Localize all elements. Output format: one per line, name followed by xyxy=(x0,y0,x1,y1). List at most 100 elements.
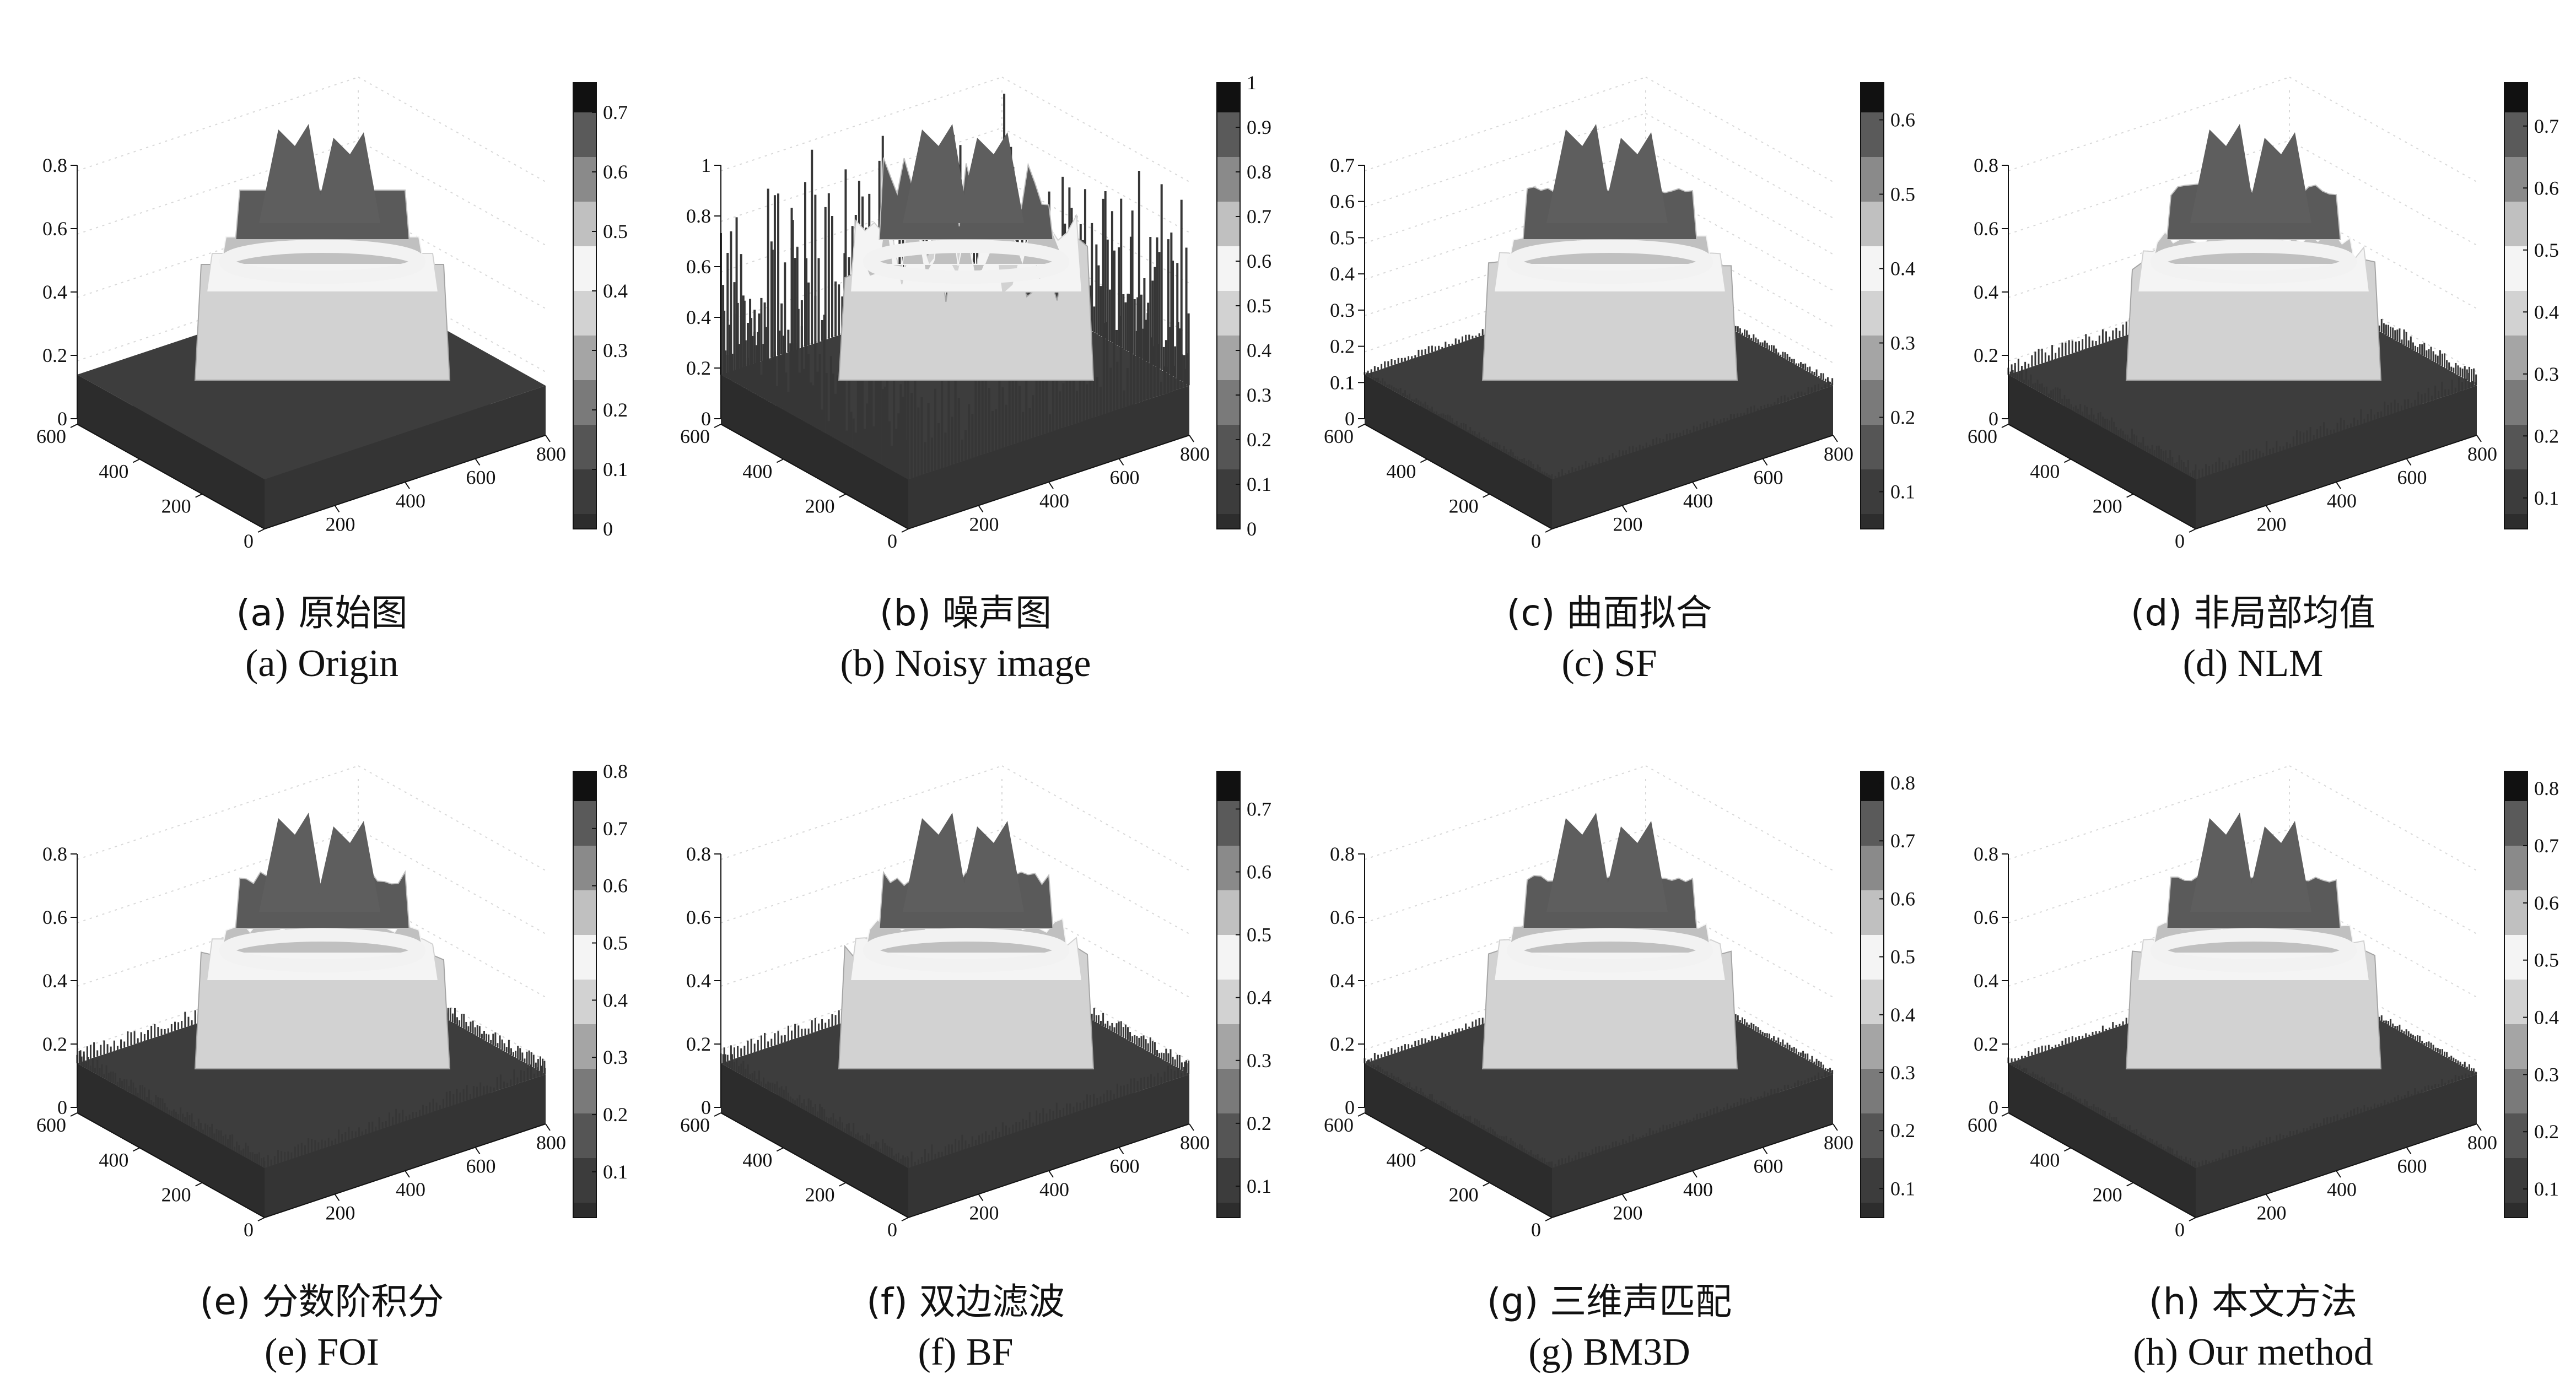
y-tick-label: 400 xyxy=(99,460,128,482)
colorbar-tick-label: 0.8 xyxy=(1247,161,1271,183)
colorbar-tick-label: 0.6 xyxy=(2534,892,2559,914)
colorbar-tick-label: 0.9 xyxy=(1247,116,1271,138)
colorbar-tick-label: 0.7 xyxy=(1247,206,1271,228)
z-tick-label: 0.4 xyxy=(686,970,711,992)
z-tick-label: 0.8 xyxy=(686,843,711,865)
y-axis-ticks: 0 200 400 600 xyxy=(36,424,265,551)
plot-panel-e: 0 0.2 0.4 0.6 0.8 0 200 400 600 200 400 600 800 0.1 0.… xyxy=(0,689,644,1377)
colorbar: 0 0.1 0.2 0.3 0.4 0.5 0.6 0.7 0.8 0.9 1 xyxy=(1216,72,1271,540)
y-tick-label: 0 xyxy=(887,530,897,551)
y-axis-ticks: 0 200 400 600 xyxy=(1324,424,1553,551)
z-tick-label: 0.6 xyxy=(686,906,711,928)
colorbar-tick-label: 0.1 xyxy=(1890,1177,1915,1199)
colorbar-tick-label: 0.1 xyxy=(1890,481,1915,503)
colorbar-tick-label: 0.5 xyxy=(603,932,628,954)
surface-peak xyxy=(2125,813,2382,1069)
surface-peak xyxy=(194,124,451,381)
plot-panel-h: 0 0.2 0.4 0.6 0.8 0 200 400 600 200 400 600 800 0.1 0.… xyxy=(1931,689,2575,1377)
colorbar-tick-label: 0.4 xyxy=(1890,258,1915,280)
z-axis-ticks: 0 0.2 0.4 0.6 0.8 xyxy=(42,154,77,430)
z-tick-label: 0.6 xyxy=(1974,906,1998,928)
caption-en-c: (c) SF xyxy=(1561,642,1657,685)
z-tick-label: 0.8 xyxy=(1330,843,1355,865)
colorbar-tick-label: 0.6 xyxy=(2534,177,2559,199)
surface-plot-b: 0 0.2 0.4 0.6 0.8 1 0 200 400 600 200 400 600 800 0 0.1… xyxy=(680,72,1271,551)
surface-peak xyxy=(1481,813,1738,1069)
z-tick-label: 0 xyxy=(1988,1096,1998,1118)
z-tick-label: 0 xyxy=(1988,408,1998,430)
surface-plot-f: 00.20.40.60.802004006002004006008000.10.… xyxy=(680,765,1271,1240)
x-tick-label: 600 xyxy=(466,1155,496,1177)
colorbar-tick-label: 0.4 xyxy=(603,280,628,302)
colorbar-tick-label: 0.2 xyxy=(1247,429,1271,451)
y-axis-ticks: 0 200 400 600 xyxy=(1968,424,2196,551)
caption-cn-a: (a) 原始图 xyxy=(236,592,408,634)
colorbar-tick-label: 0.1 xyxy=(603,1161,628,1183)
x-axis-ticks: 200 400 600 800 xyxy=(1613,435,1853,536)
x-axis-ticks: 200 400 600 800 xyxy=(326,435,566,536)
caption-en-f: (f) BF xyxy=(918,1331,1014,1373)
colorbar-tick-label: 0.5 xyxy=(603,220,628,242)
colorbar-tick-label: 0.1 xyxy=(2534,1178,2559,1200)
caption-en-a: (a) Origin xyxy=(245,642,398,685)
x-tick-label: 800 xyxy=(1180,1132,1210,1154)
y-axis-ticks: 0 200 400 600 xyxy=(36,1112,265,1240)
z-tick-label: 0.8 xyxy=(42,154,67,176)
x-tick-label: 600 xyxy=(1754,1155,1783,1177)
colorbar-tick-label: 0.7 xyxy=(2534,115,2559,137)
colorbar-tick-label: 0.3 xyxy=(1247,1050,1271,1072)
x-tick-label: 800 xyxy=(2467,1132,2497,1154)
z-tick-label: 0.6 xyxy=(686,256,711,278)
colorbar-tick-label: 0.1 xyxy=(2534,487,2559,509)
plot-panel-d: 0 0.2 0.4 0.6 0.8 0 200 400 600 200 400 600 800 0.1 0.… xyxy=(1931,0,2575,689)
z-tick-label: 0.4 xyxy=(42,970,67,992)
y-axis-ticks: 0 200 400 600 xyxy=(680,1112,909,1240)
z-tick-label: 0.8 xyxy=(686,205,711,227)
y-tick-label: 0 xyxy=(2175,1219,2185,1240)
surface-plot-g: 00.20.40.60.802004006002004006008000.10.… xyxy=(1324,765,1915,1240)
colorbar-tick-label: 0.4 xyxy=(1247,987,1271,1009)
colorbar-tick-label: 0.4 xyxy=(1247,339,1271,361)
x-tick-label: 600 xyxy=(1110,467,1140,489)
colorbar-tick-label: 0.2 xyxy=(1890,407,1915,429)
colorbar-tick-label: 0.2 xyxy=(2534,425,2559,447)
x-tick-label: 200 xyxy=(2257,513,2287,536)
y-tick-label: 200 xyxy=(2093,495,2122,517)
z-tick-label: 0.2 xyxy=(686,1033,711,1055)
z-axis-ticks: 0 0.2 0.4 0.6 0.8 1 xyxy=(686,154,721,430)
x-axis-ticks: 200 400 600 800 xyxy=(969,435,1210,536)
z-axis-ticks: 0 0.2 0.4 0.6 0.8 xyxy=(1330,843,1365,1118)
x-tick-label: 400 xyxy=(1039,1178,1069,1200)
colorbar-tick-label: 0.2 xyxy=(603,1104,628,1126)
x-tick-label: 200 xyxy=(2257,1202,2287,1224)
caption-en-e: (e) FOI xyxy=(265,1331,379,1373)
caption-cn-f: (f) 双边滤波 xyxy=(866,1280,1065,1323)
colorbar-tick-label: 0.6 xyxy=(603,875,628,897)
z-axis-ticks: 0 0.1 0.2 0.3 0.4 0.5 0.6 0.7 xyxy=(1330,154,1365,430)
y-tick-label: 400 xyxy=(2030,1149,2060,1171)
colorbar-tick-label: 0.4 xyxy=(2534,301,2559,323)
colorbar-tick-label: 0.7 xyxy=(603,101,628,123)
y-tick-label: 600 xyxy=(36,1114,66,1136)
caption-cn-c: (c) 曲面拟合 xyxy=(1506,592,1712,634)
x-tick-label: 800 xyxy=(1824,1132,1853,1154)
plot-panel-b: 0 0.2 0.4 0.6 0.8 1 0 200 400 600 200 400 600 800 0 0.1… xyxy=(644,0,1287,689)
colorbar: 0.1 0.2 0.3 0.4 0.5 0.6 0.7 0.8 xyxy=(2504,771,2559,1218)
y-tick-label: 600 xyxy=(680,1114,710,1136)
caption-cn-b: (b) 噪声图 xyxy=(879,592,1052,634)
colorbar-tick-label: 0.3 xyxy=(2534,1063,2559,1085)
colorbar-tick-label: 0.3 xyxy=(603,1046,628,1068)
surface-plot-e: 00.20.40.60.802004006002004006008000.10.… xyxy=(36,760,628,1240)
surface-plot-a: 00.20.40.60.8020040060020040060080000.10… xyxy=(36,77,628,551)
surface-plot-d: 00.20.40.60.802004006002004006008000.10.… xyxy=(1968,77,2559,551)
z-tick-label: 0.1 xyxy=(1330,371,1355,393)
colorbar-tick-label: 0.5 xyxy=(2534,949,2559,971)
x-tick-label: 800 xyxy=(536,443,566,465)
colorbar-tick-label: 0.5 xyxy=(1890,183,1915,206)
y-tick-label: 200 xyxy=(805,495,835,517)
colorbar-tick-label: 0.5 xyxy=(2534,239,2559,261)
x-tick-label: 600 xyxy=(466,467,496,489)
x-tick-label: 200 xyxy=(1613,1202,1643,1224)
colorbar-tick-label: 0.6 xyxy=(603,161,628,183)
y-axis-ticks: 0 200 400 600 xyxy=(1324,1112,1553,1240)
